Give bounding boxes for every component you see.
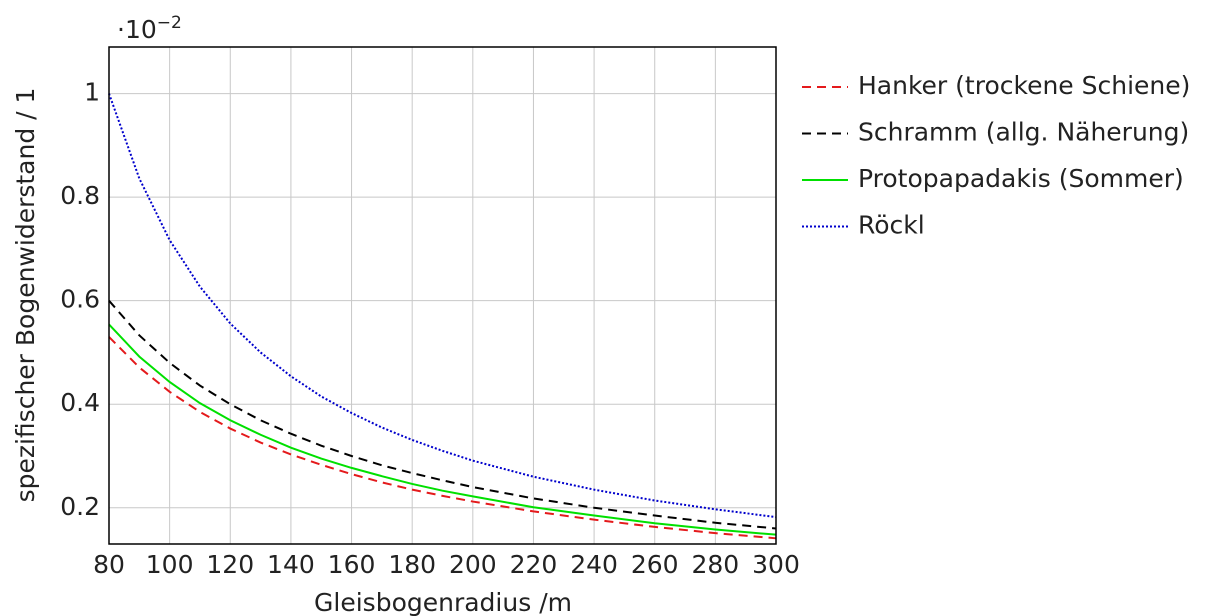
series-line-1 <box>108 300 777 530</box>
series-line-0 <box>108 336 777 540</box>
x-tick-label-4: 160 <box>328 550 376 579</box>
x-tick-label-6: 200 <box>449 550 497 579</box>
x-tick-label-0: 80 <box>93 550 125 579</box>
y-tick-labels: 0.2 0.4 0.6 0.8 1 <box>60 78 100 521</box>
x-tick-label-11: 300 <box>752 550 800 579</box>
x-tick-label-1: 100 <box>146 550 194 579</box>
series-line-3 <box>108 93 777 519</box>
grid-lines <box>108 47 777 544</box>
legend: Hanker (trockene Schiene) Schramm (allg. … <box>802 71 1190 240</box>
y-scale-exponent: −2 <box>157 13 182 33</box>
y-tick-label-2: 0.6 <box>60 285 100 314</box>
legend-label-3: Röckl <box>858 211 925 240</box>
legend-label-2: Protopapadakis (Sommer) <box>858 164 1184 193</box>
x-tick-labels: 80 100 120 140 160 180 200 220 240 260 280 300 <box>93 550 800 579</box>
x-tick-label-8: 240 <box>570 550 618 579</box>
legend-label-1: Schramm (allg. Näherung) <box>858 118 1189 147</box>
plot-frame <box>108 46 777 545</box>
y-tick-label-1: 0.4 <box>60 388 100 417</box>
x-tick-label-3: 140 <box>267 550 315 579</box>
y-axis-title: spezifischer Bogenwiderstand / 1 <box>11 88 40 503</box>
y-tick-label-3: 0.8 <box>60 181 100 210</box>
x-tick-label-5: 180 <box>388 550 436 579</box>
series-line-2 <box>108 323 777 536</box>
series-lines <box>108 93 777 540</box>
y-tick-label-0: 0.2 <box>60 492 100 521</box>
y-scale-note: ·10−2 <box>117 13 182 44</box>
x-tick-label-9: 260 <box>631 550 679 579</box>
y-scale-base: ·10 <box>117 15 157 44</box>
legend-label-0: Hanker (trockene Schiene) <box>858 71 1190 100</box>
x-tick-label-2: 120 <box>206 550 254 579</box>
x-tick-label-10: 280 <box>692 550 740 579</box>
x-axis-title: Gleisbogenradius /m <box>314 588 572 616</box>
x-tick-label-7: 220 <box>510 550 558 579</box>
y-tick-label-4: 1 <box>84 78 100 107</box>
